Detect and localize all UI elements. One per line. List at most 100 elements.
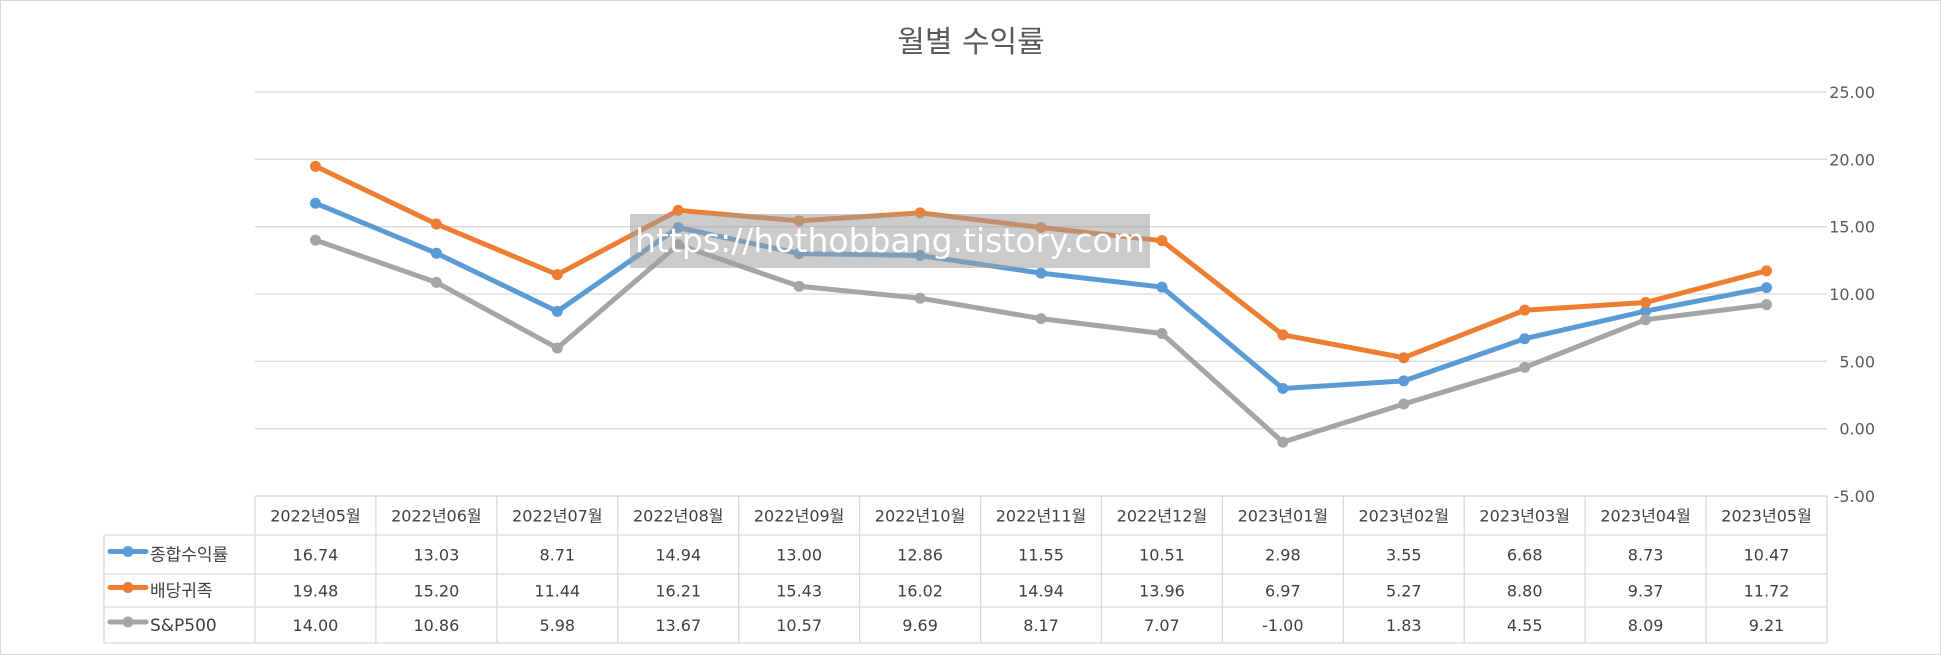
table-value-cell: 9.69 — [902, 616, 938, 635]
data-point — [1277, 329, 1289, 341]
table-header-cell: 2022년09월 — [754, 507, 845, 526]
table-value-cell: 2.98 — [1265, 546, 1301, 565]
table-value-cell: 9.21 — [1749, 616, 1785, 635]
table-value-cell: 15.43 — [776, 582, 822, 601]
series-lines — [309, 160, 1773, 448]
table-header-cell: 2022년12월 — [1117, 507, 1208, 526]
table-header-cell: 2023년02월 — [1359, 507, 1450, 526]
data-point — [551, 305, 563, 317]
y-axis-ticks: 25.00 20.00 15.00 10.00 5.00 0.00 -5.00 — [1829, 83, 1875, 506]
data-point — [1398, 398, 1410, 410]
table-header-cell: 2022년10월 — [875, 507, 966, 526]
data-point — [914, 292, 926, 304]
data-point — [430, 218, 442, 230]
table-value-cell: 13.96 — [1139, 582, 1185, 601]
table-value-cell: 15.20 — [413, 582, 459, 601]
data-point — [1156, 235, 1168, 247]
data-point — [1035, 267, 1047, 279]
table-value-cell: 16.21 — [655, 582, 701, 601]
table-value-cell: 8.80 — [1507, 582, 1543, 601]
data-point — [1640, 314, 1652, 326]
data-point — [309, 160, 321, 172]
table-value-cell: 11.44 — [534, 582, 580, 601]
table-value-cell: 1.83 — [1386, 616, 1422, 635]
table-value-cell: 8.09 — [1628, 616, 1664, 635]
data-point — [1761, 265, 1773, 277]
data-point — [672, 204, 684, 216]
data-point — [1761, 299, 1773, 311]
table-value-cell: 10.57 — [776, 616, 822, 635]
data-point — [1761, 282, 1773, 294]
table-header-cell: 2022년06월 — [391, 507, 482, 526]
table-value-cell: 19.48 — [293, 582, 339, 601]
data-point — [1277, 383, 1289, 395]
table-value-cell: 3.55 — [1386, 546, 1422, 565]
table-value-cell: 13.00 — [776, 546, 822, 565]
legend-label: 종합수익률 — [150, 546, 228, 566]
table-header-cell: 2023년04월 — [1600, 507, 1691, 526]
data-point — [1156, 281, 1168, 293]
table-value-cell: 13.67 — [655, 616, 701, 635]
data-point — [1398, 375, 1410, 387]
table-value-cell: 6.97 — [1265, 582, 1301, 601]
data-point — [551, 342, 563, 354]
data-point — [793, 280, 805, 292]
data-point — [430, 247, 442, 259]
legend-key-marker — [122, 546, 134, 557]
table-value-cell: 16.74 — [293, 546, 339, 565]
y-tick-label: -5.00 — [1834, 487, 1875, 506]
table-header-cell: 2022년05월 — [270, 507, 361, 526]
y-tick-label: 20.00 — [1829, 150, 1875, 169]
legend-label: 배당귀족 — [150, 582, 213, 602]
legend-key-marker — [122, 582, 134, 593]
table-value-cell: 8.17 — [1023, 616, 1059, 635]
table-header-cell: 2023년01월 — [1238, 507, 1329, 526]
data-point — [1519, 361, 1531, 373]
table-value-cell: 14.00 — [293, 616, 339, 635]
data-point — [1640, 305, 1652, 317]
chart-title: 월별 수익률 — [897, 25, 1045, 60]
data-point — [1519, 304, 1531, 316]
data-point — [1035, 313, 1047, 325]
table-value-cell: 4.55 — [1507, 616, 1543, 635]
table-value-cell: 10.51 — [1139, 546, 1185, 565]
data-point — [1640, 296, 1652, 308]
y-tick-label: 5.00 — [1839, 352, 1875, 371]
table-value-cell: 5.27 — [1386, 582, 1422, 601]
data-point — [1156, 327, 1168, 339]
table-value-cell: 8.71 — [539, 546, 575, 565]
table-value-cell: 9.37 — [1628, 582, 1664, 601]
data-point — [430, 276, 442, 288]
legend-key-marker — [122, 616, 134, 628]
table-header-cell: 2022년08월 — [633, 507, 724, 526]
table-value-cell: 10.86 — [413, 616, 459, 635]
table-value-cell: 16.02 — [897, 582, 943, 601]
table-value-cell: 14.94 — [655, 546, 701, 565]
table-value-cell: 13.03 — [413, 546, 459, 565]
data-point — [309, 234, 321, 246]
data-point — [1398, 352, 1410, 364]
table-header-cell: 2023년03월 — [1479, 507, 1570, 526]
table-header-cell: 2023년05월 — [1721, 507, 1812, 526]
table-value-cell: 5.98 — [539, 616, 575, 635]
table-value-cell: -1.00 — [1262, 616, 1303, 635]
y-tick-label: 25.00 — [1829, 83, 1875, 102]
data-point — [1519, 333, 1531, 345]
data-point — [551, 269, 563, 281]
y-tick-label: 0.00 — [1839, 420, 1875, 439]
table-value-cell: 11.55 — [1018, 546, 1064, 565]
data-point — [309, 197, 321, 209]
table-value-cell: 10.47 — [1744, 546, 1790, 565]
table-value-cell: 7.07 — [1144, 616, 1180, 635]
gridlines — [255, 91, 1827, 497]
table-value-cell: 14.94 — [1018, 582, 1064, 601]
data-table: 2022년05월 2022년06월 2022년07월 2022년08월 2022년09월… — [103, 495, 1828, 644]
watermark-box — [630, 214, 1150, 268]
table-header-cell: 2022년07월 — [512, 507, 603, 526]
y-tick-label: 10.00 — [1829, 285, 1875, 304]
y-tick-label: 15.00 — [1829, 218, 1875, 237]
table-value-cell: 8.73 — [1628, 546, 1664, 565]
table-value-cell: 6.68 — [1507, 546, 1543, 565]
watermark-text: https://hothobbang.tistory.com — [635, 221, 1145, 260]
